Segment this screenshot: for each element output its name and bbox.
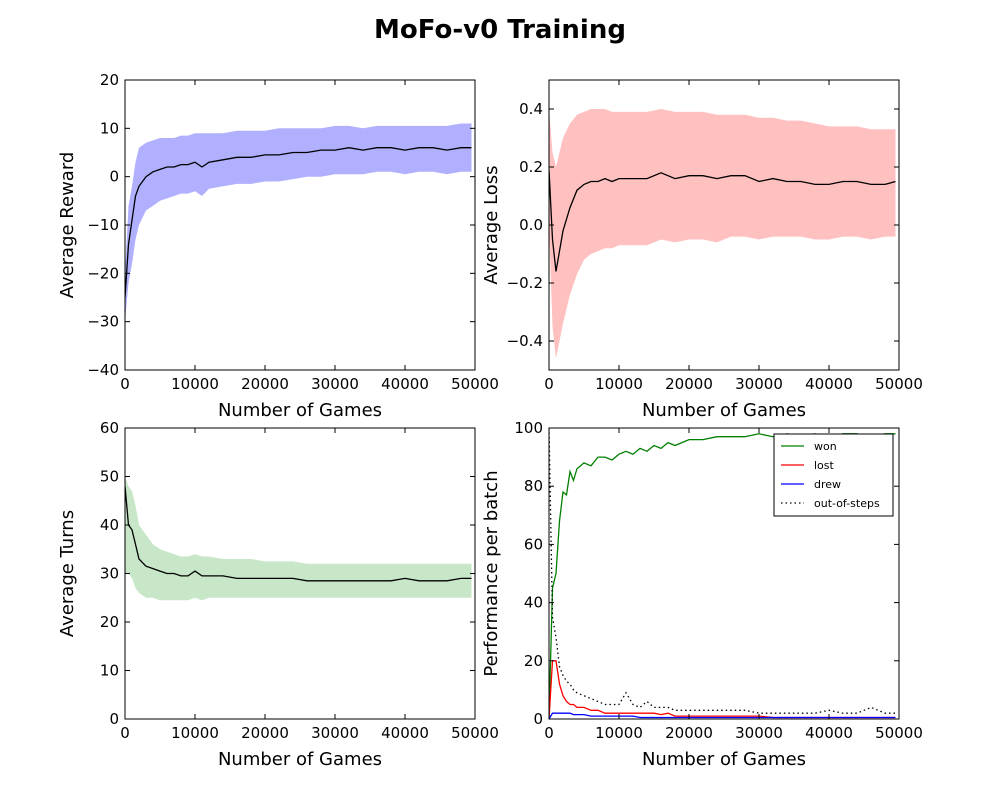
x-tick-label: 50000 [875, 375, 923, 393]
performance-panel: 0 10000 20000 30000 40000 50000 0 20 40 60 80 100 Nu… [481, 419, 923, 770]
x-tick-label: 50000 [451, 724, 499, 742]
y-tick-label: 60 [100, 419, 119, 437]
loss-y-axis-label: Average Loss [481, 165, 502, 284]
y-tick-label: 0.2 [519, 158, 543, 176]
x-tick-label: 40000 [381, 724, 429, 742]
performance-x-axis-label: Number of Games [642, 749, 806, 770]
loss-x-axis-label: Number of Games [642, 400, 806, 421]
series-out-of-steps-line [549, 428, 896, 714]
y-tick-label: 40 [100, 516, 119, 534]
y-tick-label: 50 [100, 468, 119, 486]
y-tick-label: 20 [100, 71, 119, 89]
turns-y-axis-label: Average Turns [57, 510, 78, 637]
x-tick-label: 10000 [171, 724, 219, 742]
legend-label-lost: lost [814, 459, 835, 472]
y-tick-label: 30 [100, 565, 119, 583]
y-tick-label: 0 [533, 710, 543, 728]
y-tick-label: −20 [87, 264, 119, 282]
x-tick-label: 0 [120, 375, 130, 393]
x-tick-label: 20000 [665, 724, 713, 742]
y-tick-label: 10 [100, 662, 119, 680]
x-tick-label: 50000 [451, 375, 499, 393]
y-tick-label: −0.4 [507, 332, 543, 350]
performance-y-axis-label: Performance per batch [481, 470, 502, 676]
x-tick-label: 10000 [595, 724, 643, 742]
x-tick-label: 0 [544, 375, 554, 393]
legend-label-out-of-steps: out-of-steps [814, 497, 880, 510]
y-tick-label: −40 [87, 361, 119, 379]
y-tick-label: 10 [100, 119, 119, 137]
series-drew-line [549, 712, 896, 719]
reward-std-band [125, 123, 472, 322]
legend-label-drew: drew [814, 478, 841, 491]
figure-title: MoFo-v0 Training [374, 15, 626, 45]
x-tick-label: 50000 [875, 724, 923, 742]
turns-std-band [125, 476, 472, 601]
x-tick-label: 0 [544, 724, 554, 742]
y-tick-label: 0 [109, 168, 119, 186]
loss-mean-line [549, 169, 896, 272]
loss-std-band [549, 109, 896, 359]
y-tick-label: 0 [109, 710, 119, 728]
x-tick-label: 30000 [311, 724, 359, 742]
performance-axes-frame [548, 427, 900, 720]
loss-plot-area [549, 109, 896, 359]
reward-x-axis-label: Number of Games [218, 400, 382, 421]
turns-x-axis-label: Number of Games [218, 749, 382, 770]
y-tick-label: −0.2 [507, 274, 543, 292]
x-tick-label: 0 [120, 724, 130, 742]
x-tick-label: 30000 [735, 375, 783, 393]
x-tick-label: 10000 [171, 375, 219, 393]
y-tick-label: 0.0 [519, 216, 543, 234]
x-tick-label: 30000 [311, 375, 359, 393]
y-tick-label: 100 [514, 419, 543, 437]
legend-label-won: won [814, 440, 837, 453]
reward-panel: 0 10000 20000 30000 40000 50000 −40 −30 −20 −10 0 1… [57, 71, 499, 421]
x-tick-label: 20000 [665, 375, 713, 393]
y-tick-label: 20 [100, 613, 119, 631]
y-tick-label: 40 [524, 594, 543, 612]
y-tick-label: 20 [524, 652, 543, 670]
reward-y-axis-label: Average Reward [57, 152, 78, 299]
x-tick-label: 20000 [241, 724, 289, 742]
x-tick-label: 30000 [735, 724, 783, 742]
y-tick-label: 0.4 [519, 100, 543, 118]
y-tick-label: 60 [524, 535, 543, 553]
turns-plot-area [125, 476, 472, 601]
x-tick-label: 40000 [381, 375, 429, 393]
y-tick-label: −30 [87, 313, 119, 331]
legend: won lost drew out-of-steps [773, 433, 894, 517]
x-tick-label: 40000 [805, 375, 853, 393]
reward-plot-area [125, 123, 472, 322]
x-tick-label: 20000 [241, 375, 289, 393]
turns-mean-line [125, 486, 472, 582]
legend-box [773, 433, 894, 517]
reward-mean-line [125, 147, 472, 298]
x-tick-label: 10000 [595, 375, 643, 393]
x-tick-label: 40000 [805, 724, 853, 742]
y-tick-label: 80 [524, 477, 543, 495]
y-tick-label: −10 [87, 216, 119, 234]
loss-panel: 0 10000 20000 30000 40000 50000 −0.4 −0.2 0.0 0.2… [481, 79, 923, 421]
turns-panel: 0 10000 20000 30000 40000 50000 0 10 20 30 40 50 60 N… [57, 419, 499, 770]
